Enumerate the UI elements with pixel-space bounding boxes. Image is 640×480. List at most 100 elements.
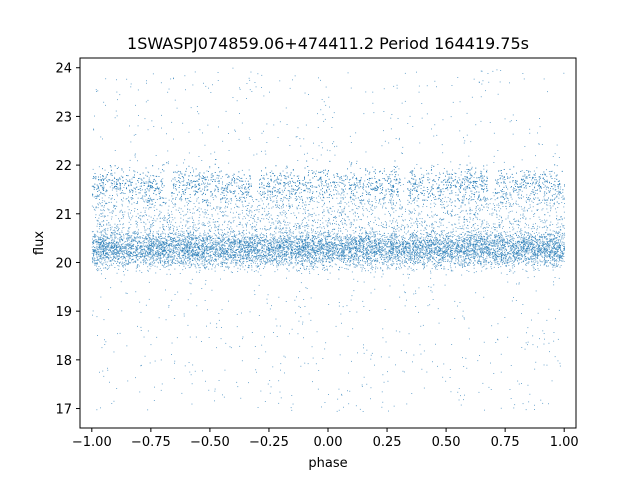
data-point [414, 238, 416, 240]
data-point [256, 231, 258, 232]
data-point [318, 257, 320, 259]
data-point [475, 247, 477, 249]
data-point [439, 235, 440, 236]
data-point [494, 235, 496, 237]
data-point [556, 266, 558, 267]
data-point [217, 248, 219, 250]
data-point [249, 242, 251, 243]
data-point [218, 236, 220, 238]
data-point [328, 244, 330, 246]
data-point [195, 251, 196, 253]
data-point [105, 242, 107, 244]
data-point [331, 258, 333, 259]
data-point [305, 245, 306, 246]
data-point [470, 234, 472, 236]
data-point [200, 239, 202, 241]
data-point [177, 256, 179, 257]
data-point [102, 251, 104, 253]
data-point [102, 257, 104, 258]
data-point [326, 247, 328, 249]
data-point [433, 254, 435, 255]
data-point [322, 250, 324, 252]
data-point [274, 236, 276, 238]
data-point [180, 245, 182, 247]
data-point [163, 248, 165, 250]
data-point [435, 260, 436, 262]
data-point [123, 237, 125, 239]
data-point [100, 261, 102, 263]
data-point [423, 267, 425, 269]
data-point [232, 231, 234, 233]
data-point [402, 263, 404, 265]
data-point [399, 263, 400, 265]
data-point [310, 253, 312, 255]
data-point [218, 243, 220, 244]
data-point [254, 256, 256, 258]
data-point [255, 257, 257, 259]
data-point [351, 238, 353, 239]
data-point [496, 241, 498, 242]
data-point [509, 244, 511, 246]
data-point [392, 239, 394, 241]
data-point [509, 268, 511, 270]
data-point [266, 262, 268, 264]
data-point [183, 254, 185, 256]
data-point [360, 251, 362, 252]
data-point [224, 245, 226, 246]
data-point [358, 248, 360, 249]
data-point [130, 255, 132, 257]
data-point [469, 259, 471, 260]
data-point [103, 238, 105, 240]
data-point [316, 251, 318, 253]
data-point [498, 263, 500, 264]
data-point [362, 244, 364, 246]
data-point [226, 233, 228, 235]
data-point [150, 249, 152, 251]
data-point [155, 272, 157, 274]
data-point [322, 267, 324, 269]
data-point [321, 233, 323, 235]
data-point [481, 251, 483, 253]
data-point [387, 251, 389, 253]
data-point [116, 253, 117, 255]
data-point [357, 249, 359, 250]
data-point [477, 253, 479, 255]
data-point [535, 261, 537, 263]
data-point [249, 250, 251, 252]
data-point [219, 244, 221, 246]
data-point [314, 243, 315, 245]
data-point [363, 238, 365, 239]
data-point [412, 247, 414, 249]
data-point [150, 241, 151, 242]
data-point [538, 247, 540, 249]
data-point [543, 246, 545, 248]
data-point [156, 240, 158, 242]
data-point [447, 233, 449, 235]
data-point [206, 260, 207, 262]
data-point [326, 265, 328, 267]
data-point [447, 236, 449, 238]
data-point [187, 260, 189, 262]
data-point [269, 243, 270, 245]
data-point [130, 253, 131, 254]
data-point [143, 258, 145, 260]
data-point [321, 252, 323, 254]
data-point [288, 233, 290, 235]
data-point [563, 227, 565, 229]
data-point [476, 252, 478, 254]
data-point [317, 253, 318, 255]
data-point [544, 248, 546, 250]
data-point [271, 255, 273, 257]
data-point [229, 244, 231, 246]
data-point [96, 260, 98, 261]
data-point [433, 227, 435, 229]
data-point [300, 258, 302, 259]
data-point [497, 235, 499, 237]
data-point [117, 241, 118, 243]
data-point [113, 250, 115, 251]
data-point [169, 245, 170, 247]
data-point [220, 262, 222, 264]
data-point [526, 241, 527, 243]
data-point [225, 236, 227, 238]
data-point [416, 238, 418, 240]
